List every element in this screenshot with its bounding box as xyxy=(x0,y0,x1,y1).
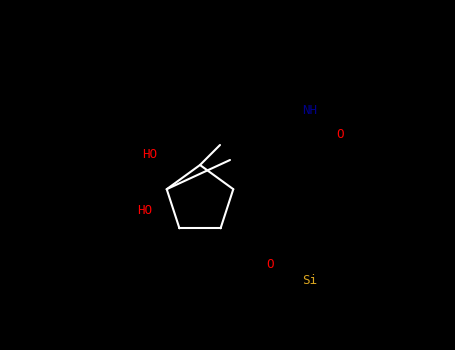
Text: HO: HO xyxy=(137,203,152,217)
Text: NH: NH xyxy=(303,104,318,117)
Text: O: O xyxy=(336,128,344,141)
Text: HO: HO xyxy=(142,148,157,161)
Text: O: O xyxy=(266,259,274,272)
Text: Si: Si xyxy=(303,273,318,287)
